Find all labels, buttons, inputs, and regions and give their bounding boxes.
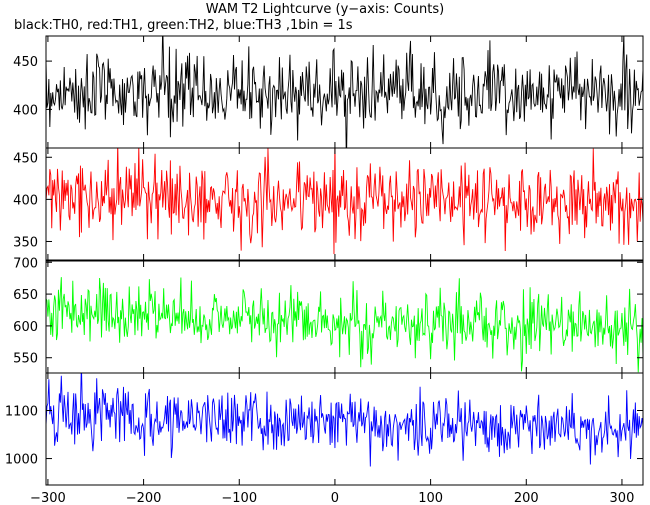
y-tick-label: 400 — [13, 193, 38, 208]
series-line-th3 — [46, 373, 643, 467]
x-tick-label: 0 — [331, 491, 339, 505]
x-tick-label: −200 — [126, 491, 162, 505]
x-tick-label: 300 — [610, 491, 635, 505]
y-tick-label: 650 — [13, 288, 38, 303]
panel-frame-th1 — [45, 147, 644, 261]
chart-title: WAM T2 Lightcurve (y−axis: Counts) — [205, 2, 445, 17]
y-tick-label: 1000 — [5, 453, 38, 468]
series-line-th1 — [46, 148, 643, 255]
y-tick-label: 700 — [13, 256, 38, 271]
y-tick-label: 400 — [13, 103, 38, 118]
x-tick-label: −100 — [221, 491, 257, 505]
y-tick-label: 600 — [13, 320, 38, 335]
x-tick-label: 200 — [514, 491, 539, 505]
x-tick-label: 100 — [418, 491, 443, 505]
chart-subtitle: black:TH0, red:TH1, green:TH2, blue:TH3 … — [14, 18, 353, 33]
panel-frame-th3 — [45, 372, 644, 486]
y-tick-label: 450 — [13, 55, 38, 70]
x-tick-label: −300 — [30, 491, 66, 505]
series-line-th0 — [46, 36, 643, 148]
y-tick-label: 350 — [13, 235, 38, 250]
y-tick-label: 550 — [13, 352, 38, 367]
y-tick-label: 450 — [13, 151, 38, 166]
y-tick-label: 1100 — [5, 404, 38, 419]
series-line-th2 — [46, 277, 643, 373]
